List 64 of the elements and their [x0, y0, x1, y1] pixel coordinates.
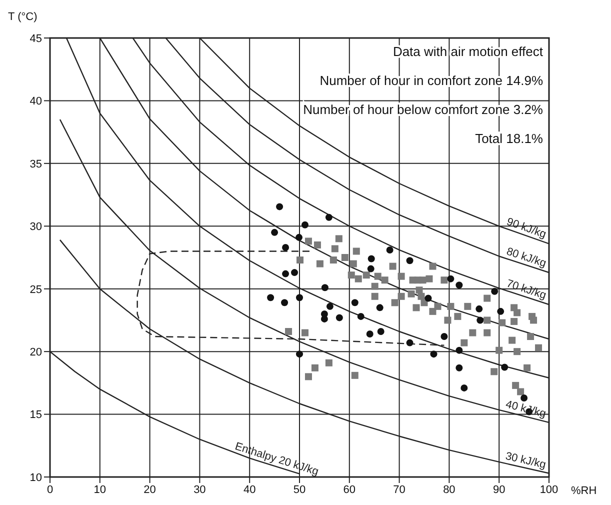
point	[406, 257, 414, 264]
point	[357, 312, 364, 320]
x-tick-label: 20	[144, 484, 156, 496]
point	[351, 299, 358, 306]
x-tick-label: 50	[293, 484, 306, 496]
point	[291, 269, 298, 276]
point	[520, 394, 528, 402]
point	[301, 221, 308, 228]
x-tick-label: 90	[492, 484, 506, 496]
point	[497, 308, 504, 315]
point	[460, 384, 468, 392]
x-tick-label: 70	[393, 484, 406, 496]
x-tick-label: 10	[94, 484, 106, 496]
x-axis-title: %RH	[571, 485, 597, 497]
x-tick-label: 0	[46, 484, 54, 496]
y-tick-label: 20	[30, 346, 42, 358]
point	[377, 328, 384, 336]
point	[456, 282, 463, 289]
point	[476, 316, 484, 324]
y-tick-label: 45	[30, 32, 42, 45]
point	[430, 350, 438, 358]
point	[476, 305, 483, 312]
point	[296, 294, 303, 302]
point	[326, 302, 334, 310]
point	[376, 304, 384, 312]
point	[406, 339, 414, 346]
text: 40 kJ/kg	[504, 398, 548, 420]
x-tick-label: 30	[194, 484, 206, 496]
point	[281, 299, 288, 306]
point	[366, 330, 374, 338]
point	[424, 294, 432, 302]
point	[456, 346, 463, 354]
x-tick-label: 40	[243, 484, 256, 496]
point	[386, 246, 394, 254]
y-tick-label: 10	[30, 472, 42, 484]
y-tick-label: 35	[30, 158, 42, 170]
point	[501, 364, 508, 371]
point	[282, 270, 290, 278]
x-tick-label: 60	[343, 484, 356, 496]
point	[440, 333, 448, 340]
text: 80 kJ/kg	[504, 246, 548, 270]
point	[336, 314, 343, 322]
y-tick-label: 30	[30, 221, 42, 234]
point	[267, 294, 274, 302]
point	[282, 244, 290, 251]
point	[491, 288, 498, 295]
point	[321, 284, 328, 292]
y-tick-label: 25	[30, 284, 42, 296]
point	[325, 214, 332, 221]
point	[276, 203, 284, 210]
point	[447, 275, 454, 282]
text: 90 kJ/kg	[505, 216, 548, 241]
text: 30 kJ/kg	[504, 450, 547, 472]
x-tick-label: 100	[540, 484, 558, 496]
y-tick-label: 15	[30, 409, 42, 422]
point	[296, 350, 303, 358]
point	[367, 265, 374, 272]
point	[271, 228, 278, 236]
x-tick-label: 80	[443, 484, 456, 496]
point	[368, 255, 375, 262]
y-tick-label: 40	[30, 96, 42, 108]
point	[456, 364, 463, 372]
y-axis-title: T (°C)	[8, 11, 38, 23]
point	[296, 234, 302, 241]
